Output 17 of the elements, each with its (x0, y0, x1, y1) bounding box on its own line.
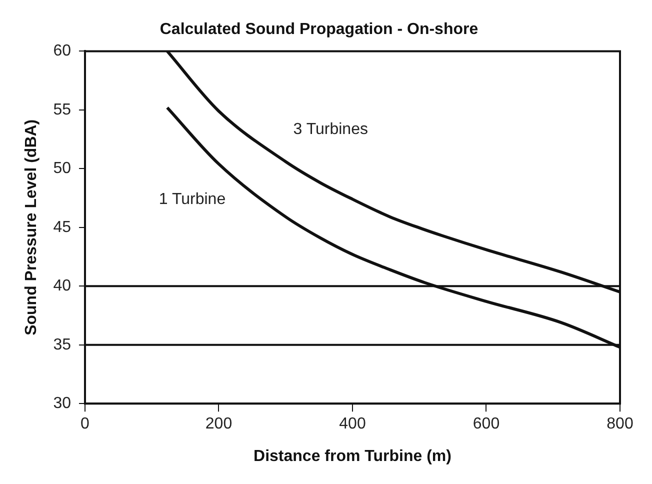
y-axis-title: Sound Pressure Level (dBA) (23, 119, 40, 336)
x-tick-label: 800 (606, 416, 634, 433)
y-tick-label: 35 (53, 336, 72, 354)
chart-title: Calculated Sound Propagation - On-shore (160, 21, 478, 38)
x-tick-label: 200 (205, 416, 232, 433)
y-tick-label: 55 (53, 101, 72, 118)
y-tick-label: 50 (53, 160, 72, 178)
x-tick-label: 600 (472, 416, 500, 433)
y-tick-label: 40 (53, 278, 72, 295)
y-tick-label: 30 (53, 395, 72, 412)
x-tick-label: 400 (339, 416, 366, 433)
y-tick-label: 60 (53, 42, 72, 60)
y-tick-label: 45 (53, 218, 72, 236)
x-tick-label: 0 (80, 416, 90, 433)
x-axis-title: Distance from Turbine (m) (254, 448, 452, 465)
series-label: 1 Turbine (158, 190, 226, 208)
series-label: 3 Turbines (293, 121, 368, 138)
